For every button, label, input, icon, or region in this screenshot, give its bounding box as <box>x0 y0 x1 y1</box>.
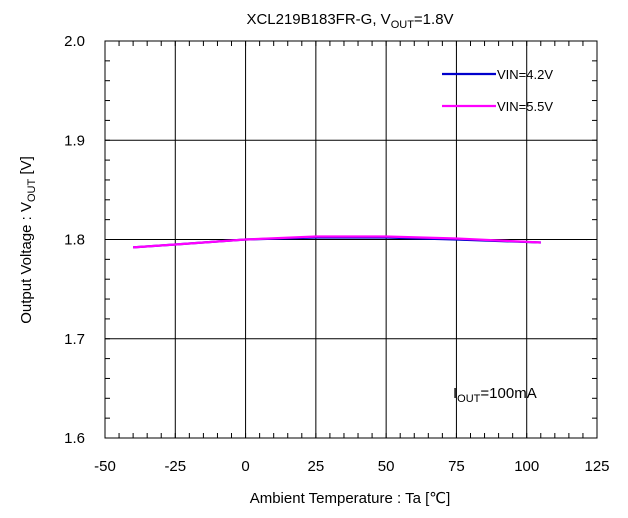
y-tick-label: 1.7 <box>64 331 85 348</box>
annotation-main: I <box>453 385 457 402</box>
x-axis-label: Ambient Temperature : Ta [℃] <box>250 490 451 507</box>
x-tick-label: 50 <box>378 458 395 475</box>
annotation-sub: OUT <box>457 393 481 405</box>
x-tick-label: 100 <box>514 458 539 475</box>
chart-title-sub: OUT <box>391 19 415 31</box>
series-lines <box>133 235 541 249</box>
legend: VIN=4.2V VIN=5.5V <box>442 67 553 114</box>
y-axis-label-main: Output Voltage : V <box>18 202 35 324</box>
y-tick-label: 1.9 <box>64 132 85 149</box>
series-line <box>133 235 541 249</box>
chart-title: XCL219B183FR-G, VOUT=1.8V <box>246 11 453 31</box>
x-tick-label: 75 <box>448 458 465 475</box>
y-axis-label-tail: [V] <box>18 156 35 179</box>
x-tick-label: 25 <box>308 458 325 475</box>
chart-title-main: XCL219B183FR-G, V <box>246 11 390 28</box>
legend-label: VIN=5.5V <box>497 99 553 114</box>
y-tick-label: 1.6 <box>64 430 85 447</box>
y-tick-labels: 1.6 1.7 1.8 1.9 2.0 <box>64 33 85 447</box>
plot-frame <box>104 40 598 439</box>
iout-annotation: IOUT=100mA <box>453 385 537 405</box>
legend-label: VIN=4.2V <box>497 67 553 82</box>
minor-ticks <box>104 40 598 439</box>
x-tick-labels: -50 -25 0 25 50 75 100 125 <box>94 458 609 475</box>
y-tick-label: 1.8 <box>64 232 85 249</box>
x-tick-label: 0 <box>241 458 249 475</box>
y-axis-label-sub: OUT <box>26 178 38 202</box>
x-tick-label: -50 <box>94 458 116 475</box>
chart-title-tail: =1.8V <box>414 11 454 28</box>
annotation-tail: =100mA <box>480 385 536 402</box>
y-axis-label: Output Voltage : VOUT [V] <box>18 156 38 324</box>
x-tick-label: 125 <box>584 458 609 475</box>
x-tick-label: -25 <box>164 458 186 475</box>
y-tick-label: 2.0 <box>64 33 85 50</box>
